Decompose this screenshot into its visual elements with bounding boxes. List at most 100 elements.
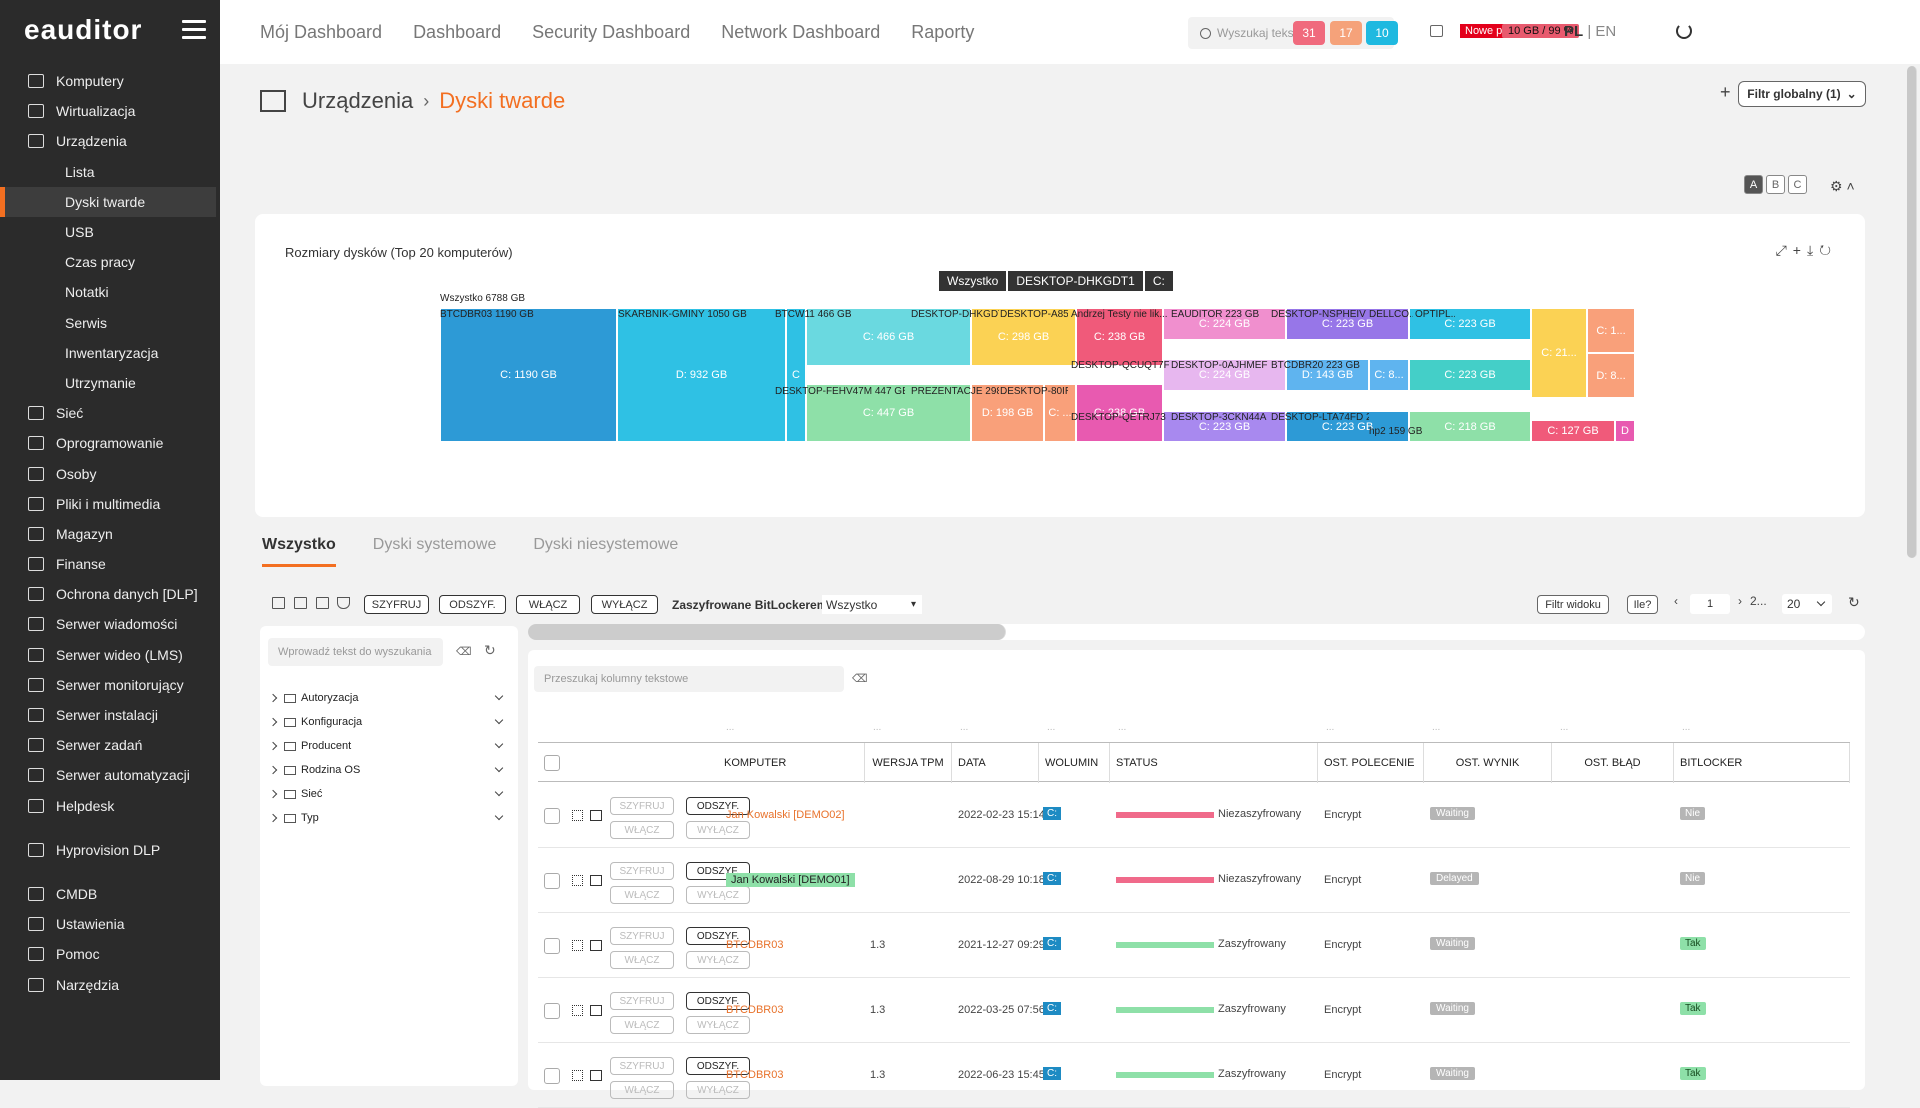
treemap-tile[interactable]: D: 932 GB [617,308,786,442]
grid-icon[interactable] [572,1005,583,1016]
column-filter-input[interactable]: ... [1560,722,1569,733]
lang-en[interactable]: EN [1595,23,1617,40]
print-icon[interactable] [316,597,329,609]
decrypt-row-button[interactable]: ODSZYF. [686,927,750,945]
list-icon[interactable] [590,1070,602,1081]
enable-row-button[interactable]: WŁĄCZ [610,951,674,969]
enable-row-button[interactable]: WŁĄCZ [610,1016,674,1034]
column-filter-input[interactable]: ... [1432,722,1441,733]
disable-row-button[interactable]: WYŁĄCZ [686,1081,750,1099]
column-header[interactable]: DATA [952,743,1039,783]
gear-icon[interactable]: ⚙ ˄ [1830,178,1855,194]
computer-link[interactable]: Jan Kowalski [DEMO02] [726,809,845,821]
column-header[interactable]: STATUS [1110,743,1318,783]
chevron-right-icon[interactable] [268,717,278,727]
sidebar-item-22[interactable]: Serwer zadań [0,730,220,760]
filter-tree-node[interactable]: Konfiguracja [268,710,508,734]
refresh-icon[interactable]: ↻ [484,642,496,658]
row-checkbox[interactable] [544,1068,560,1084]
computer-name[interactable]: Jan Kowalski [DEMO02] [726,809,845,821]
column-header[interactable]: OST. BŁĄD [1552,743,1674,783]
disable-row-button[interactable]: WYŁĄCZ [686,821,750,839]
sidebar-item-24[interactable]: Helpdesk [0,791,220,821]
topnav-item[interactable]: Network Dashboard [721,22,881,42]
grid-icon[interactable] [572,875,583,886]
treemap-tile[interactable]: C: 238 GB [1076,308,1163,366]
column-filter-input[interactable]: ... [1326,722,1335,733]
alert-count-blue[interactable]: 10 [1366,21,1398,45]
sidebar-item-23[interactable]: Serwer automatyzacji [0,760,220,790]
chevron-down-icon[interactable] [494,691,504,701]
enable-row-button[interactable]: WŁĄCZ [610,1081,674,1099]
computer-link[interactable]: BTCDBR03 [726,1069,783,1081]
horizontal-scrollbar[interactable] [528,624,1865,640]
lang-pl[interactable]: PL [1564,23,1584,40]
tab-all[interactable]: Wszystko [262,536,336,567]
treemap-tile[interactable]: C: 1... [1587,308,1635,353]
row-checkbox[interactable] [544,873,560,889]
view-filter-button[interactable]: Filtr widoku [1537,595,1609,614]
alert-count-red[interactable]: 31 [1293,21,1325,45]
treemap-tile[interactable]: C: 223 GB [1286,308,1409,340]
refresh-icon[interactable]: ↻ [1848,594,1860,610]
sidebar-item-17[interactable]: Ochrona danych [DLP] [0,579,220,609]
disable-row-button[interactable]: WYŁĄCZ [686,886,750,904]
topnav-item[interactable]: Dashboard [413,22,502,42]
column-filter-input[interactable]: ... [726,722,735,733]
treemap-tile[interactable]: D: 8... [1587,353,1635,398]
treemap-crumb[interactable]: DESKTOP-DHKGDT1 [1008,271,1143,291]
count-button[interactable]: Ile? [1627,595,1658,614]
column-filter-input[interactable]: ... [873,722,882,733]
filter-tree-node[interactable]: Rodzina OS [268,758,508,782]
breadcrumb-parent[interactable]: Urządzenia [302,88,414,113]
column-header[interactable]: WOLUMIN [1039,743,1110,783]
list-icon[interactable] [590,940,602,951]
chevron-right-icon[interactable] [268,765,278,775]
alert-count-orange[interactable]: 17 [1330,21,1362,45]
card-tools[interactable]: ⤢+⤓↻ [1776,242,1837,259]
filter-icon[interactable] [337,597,350,609]
treemap-tile[interactable]: D: 143 GB [1286,359,1369,391]
tab-nonsystem-disks[interactable]: Dyski niesystemowe [533,536,679,553]
treemap-crumb[interactable]: Wszystko [939,271,1007,291]
sidebar-item-12[interactable]: Oprogramowanie [0,428,220,458]
column-header[interactable]: OST. WYNIK [1424,743,1552,783]
grid-icon[interactable] [572,940,583,951]
chevron-right-icon[interactable] [268,693,278,703]
column-header[interactable]: KOMPUTER [718,743,865,783]
next-pages-label[interactable]: 2... [1750,594,1767,608]
topnav-item[interactable]: Security Dashboard [532,22,691,42]
clear-icon[interactable]: ⌫ [852,673,868,685]
enable-row-button[interactable]: WŁĄCZ [610,886,674,904]
column-filter-input[interactable]: ... [1118,722,1127,733]
enable-button[interactable]: WŁĄCZ [516,595,580,614]
sidebar-item-11[interactable]: Sieć [0,398,220,428]
sidebar-item-31[interactable]: Narzędzia [0,969,220,999]
global-search[interactable]: Wyszukaj tekst [1188,17,1394,49]
sidebar-item-20[interactable]: Serwer monitorujący [0,670,220,700]
sidebar-item-5[interactable]: USB [0,217,220,247]
treemap-tile[interactable]: C: 298 GB [971,308,1076,366]
treemap-tile[interactable]: C: 447 GB [806,384,971,442]
treemap-tile[interactable]: C: ... [1044,384,1076,442]
global-filter-button[interactable]: Filtr globalny (1) ⌄ [1738,81,1866,107]
tab-system-disks[interactable]: Dyski systemowe [372,536,497,553]
expand-icon[interactable]: ⤢ [1775,242,1793,258]
column-header[interactable]: WERSJA TPM [865,743,952,783]
scrollbar-thumb[interactable] [528,624,1006,640]
devices-home-icon[interactable] [260,90,286,112]
computer-name[interactable]: BTCDBR03 [726,1069,784,1081]
computer-link[interactable]: BTCDBR03 [726,939,783,951]
tree-icon[interactable] [272,597,285,609]
chevron-down-icon[interactable] [494,739,504,749]
row-checkbox[interactable] [544,808,560,824]
column-filter-input[interactable]: ... [1047,722,1056,733]
disable-button[interactable]: WYŁĄCZ [591,595,658,614]
computer-link[interactable]: Jan Kowalski [DEMO01] [726,873,855,887]
treemap-tile[interactable]: D [1615,420,1635,442]
view-c-button[interactable]: C [1788,175,1807,194]
download-icon[interactable]: ⤓ [1806,242,1820,258]
sidebar-item-1[interactable]: Wirtualizacja [0,96,220,126]
treemap-tile[interactable]: C: 466 GB [806,308,971,366]
sidebar-item-6[interactable]: Czas pracy [0,247,220,277]
